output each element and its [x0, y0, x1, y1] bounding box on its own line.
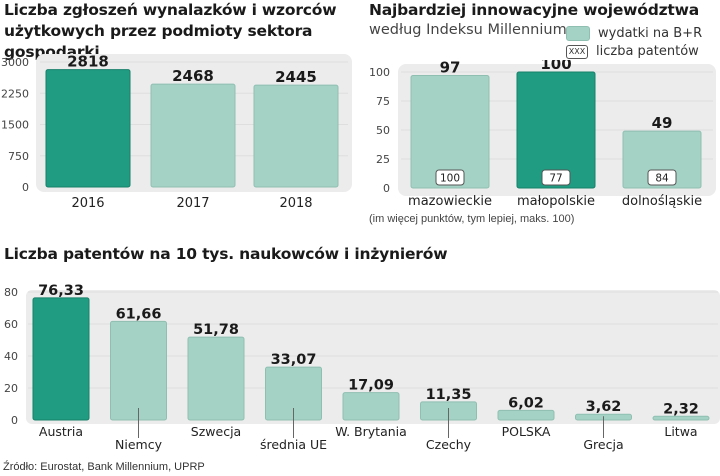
chart3-title: Liczba patentów na 10 tys. naukowców i i…: [4, 245, 448, 263]
chart2-note: (im więcej punktów, tym lepiej, maks. 10…: [369, 213, 575, 225]
chart3-value-label-1: 61,66: [116, 306, 162, 322]
chart2-ytick-1: 25: [376, 153, 390, 166]
legend-item-expenditure: wydatki na B+R: [566, 26, 702, 41]
chart2-patent-box-0: [435, 169, 465, 186]
legend-label-expenditure: wydatki na B+R: [598, 26, 703, 41]
chart3-value-label-2: 51,78: [193, 322, 239, 338]
chart3-xtick-2: Szwecja: [191, 424, 241, 439]
legend-box: XXX: [566, 44, 588, 59]
chart2-xtick-1: małopolskie: [517, 194, 595, 209]
chart1-ytick-1: 750: [8, 150, 29, 163]
chart3-ytick-4: 80: [4, 286, 18, 299]
chart2-xtick-0: mazowieckie: [408, 194, 492, 209]
chart3-bar-6: [497, 409, 555, 421]
chart1-ytick-0: 0: [22, 181, 29, 194]
chart3-svg: 0 20 40 60 80 76,33 Austria 61,66 Niemcy 51,78 Szw…: [4, 283, 720, 452]
chart3-ytick-2: 40: [4, 350, 18, 363]
chart1-svg: 0 750 1500 2250 3000 2818 2016 2468 2017 2445 2018: [1, 53, 352, 211]
chart2-patent-label-2: 84: [655, 173, 669, 185]
chart1-value-label-0: 2818: [67, 53, 109, 71]
chart3-value-label-3: 33,07: [271, 352, 317, 368]
chart2-patent-label-0: 100: [440, 173, 460, 185]
chart1-value-label-1: 2468: [172, 67, 214, 85]
chart3-xtick-1: Niemcy: [115, 437, 163, 452]
chart2-svg: 0 25 50 75 100 97 100 mazowieckie 100 77 małopolsk…: [369, 60, 716, 209]
chart3-xtick-8: Litwa: [664, 424, 697, 439]
chart3-ytick-1: 20: [4, 382, 18, 395]
chart2-ytick-0: 0: [383, 182, 390, 195]
chart1-ytick-4: 3000: [1, 56, 29, 69]
chart3-value-label-8: 2,32: [663, 401, 699, 417]
chart1-xtick-0: 2016: [71, 196, 104, 211]
chart3-bar-4: [342, 392, 400, 421]
legend-swatch: [566, 26, 590, 41]
chart1-title: Liczba zgłoszeń wynalazków i wzorców uży…: [4, 0, 364, 63]
chart1-title-line1: Liczba zgłoszeń wynalazków i wzorców: [4, 1, 337, 19]
chart2-patent-label-1: 77: [549, 173, 562, 185]
chart3-xtick-5: Czechy: [426, 437, 472, 452]
chart1-value-label-2: 2445: [275, 68, 317, 86]
chart3-xtick-4: W. Brytania: [335, 424, 407, 439]
chart2-xtick-2: dolnośląskie: [622, 194, 702, 209]
chart3-value-label-4: 17,09: [348, 378, 394, 394]
chart2-bar-2: [622, 130, 702, 189]
chart2-ytick-3: 75: [376, 95, 390, 108]
chart3-bar-8: [652, 415, 710, 421]
chart3-ytick-3: 60: [4, 318, 18, 331]
chart1-xtick-2: 2018: [279, 196, 312, 211]
chart3-xtick-3: średnia UE: [260, 437, 327, 452]
chart2-patent-box-1: [541, 169, 571, 186]
chart3-ytick-0: 0: [11, 414, 18, 427]
chart2-subtitle: według Indeksu Millennium: [369, 22, 567, 38]
chart3-value-label-0: 76,33: [38, 283, 84, 299]
chart3-xtick-0: Austria: [39, 424, 83, 439]
chart2-value-label-2: 49: [652, 114, 673, 132]
chart3-xtick-7: Grecja: [583, 437, 623, 452]
chart2-bar-0: [410, 74, 490, 189]
chart1-xtick-1: 2017: [176, 196, 209, 211]
chart3-bar-0: [32, 297, 90, 421]
chart1-bar-0: [45, 69, 131, 188]
chart1-bar-1: [150, 83, 236, 188]
chart3-value-label-5: 11,35: [426, 387, 472, 403]
chart1-bar-2: [253, 84, 339, 188]
chart1-title-line2: użytkowych przez podmioty sektora gospod…: [4, 22, 313, 61]
source-note: Źródło: Eurostat, Bank Millennium, UPRP: [3, 461, 205, 473]
chart3-bar-1: [110, 320, 167, 421]
chart3-bar-2: [187, 336, 245, 421]
chart2-ytick-4: 100: [369, 66, 390, 79]
chart2-ytick-2: 50: [376, 124, 390, 137]
chart2-bar-1: [516, 71, 596, 189]
chart2-title: Najbardziej innowacyjne województwa: [369, 1, 700, 19]
chart1-ytick-2: 1500: [1, 119, 29, 132]
chart3-value-label-7: 3,62: [586, 399, 622, 415]
chart3-value-label-6: 6,02: [508, 395, 544, 411]
legend-item-patents: XXX liczba patentów: [566, 44, 699, 59]
chart3-xtick-6: POLSKA: [502, 424, 551, 439]
chart1-ytick-3: 2250: [1, 87, 29, 100]
chart2-patent-box-2: [647, 169, 677, 186]
legend-label-patents: liczba patentów: [596, 44, 699, 59]
chart2-value-label-0: 97: [440, 60, 461, 76]
chart2-value-label-1: 100: [540, 60, 571, 73]
